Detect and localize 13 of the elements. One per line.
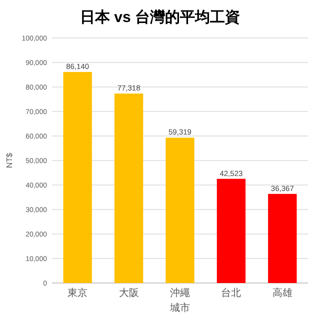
bar — [166, 138, 194, 283]
chart-title: 日本 vs 台灣的平均工資 — [80, 9, 240, 26]
x-tick-label: 東京 — [68, 287, 88, 299]
bar — [63, 72, 92, 283]
x-tick-label: 沖繩 — [170, 287, 190, 299]
x-tick-label: 高雄 — [272, 287, 292, 299]
bar — [216, 178, 246, 283]
x-axis-title: 城市 — [169, 302, 190, 314]
bar — [268, 194, 297, 283]
x-tick-label: 大阪 — [118, 287, 139, 299]
x-tick-label: 台北 — [221, 287, 242, 299]
bar — [114, 94, 144, 283]
y-axis-title: NT$ — [5, 152, 14, 168]
